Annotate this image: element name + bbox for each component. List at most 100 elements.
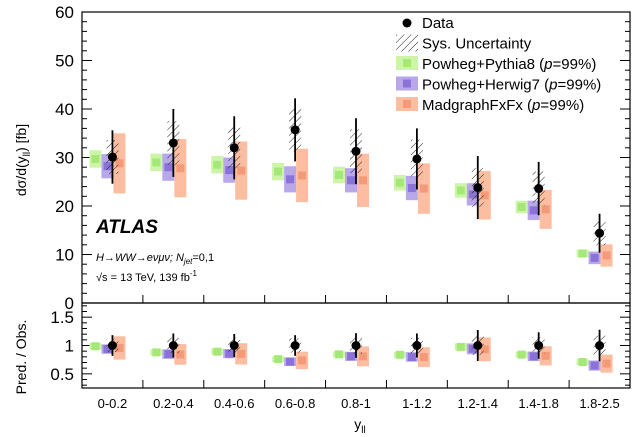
ratio-marker [359,352,367,361]
prediction-marker [456,186,465,195]
y-tick-label: 50 [55,52,74,71]
prediction-marker [176,164,185,173]
ratio-data-point [534,341,544,350]
x-tick-label: 0.4-0.6 [214,396,254,411]
ratio-data-point [107,341,117,350]
x-tick-label: 0-0.2 [98,396,128,411]
ratio-marker [541,351,550,360]
prediction-marker [359,176,367,185]
legend-sys-label: Sys. Uncertainty [422,36,532,53]
ratio-data-point [168,341,178,350]
y-tick-label: 60 [55,3,74,22]
energy-label: √s = 13 TeV, 139 fb-1 [96,269,197,284]
legend-swatch-marker [403,100,411,108]
x-tick-label: 0.6-0.8 [275,396,315,411]
ratio-marker [225,349,234,358]
prediction-marker [91,154,100,163]
legend-series-label: MadgraphFxFx (p=99%) [422,97,584,114]
prediction-marker [407,184,416,193]
ratio-marker [91,342,100,351]
prediction-marker [335,170,343,179]
prediction-marker [115,159,124,168]
ratio-data-point [290,341,300,350]
legend-swatch-marker [403,59,411,67]
prediction-marker [578,249,587,258]
legend: Data Sys. Uncertainty Powheg+Pythia8 (p=99… [396,15,601,114]
x-tick-label: 1-1.2 [402,396,432,411]
y-tick-label: 30 [55,149,74,168]
prediction-marker [213,160,222,169]
ratio-marker [602,359,611,368]
data-point [412,154,422,164]
ratio-marker [456,342,465,351]
prediction-marker [274,167,283,176]
ratio-data-point [351,341,361,350]
ratio-marker [274,355,283,364]
prediction-marker [517,202,526,211]
experiment-label: ATLAS [95,217,158,238]
ratio-marker [298,356,307,365]
prediction-marker [529,206,538,215]
ratio-data-point [229,341,239,350]
prediction-marker [347,176,355,185]
ratio-marker [347,352,355,361]
data-point [168,138,178,148]
legend-data-label: Data [422,15,454,32]
ratio-marker [419,353,428,362]
prediction-marker [164,163,173,172]
ratio-marker [152,348,161,357]
ratio-y-axis-label: Pred. / Obs. [13,320,29,395]
data-point [595,228,605,238]
ratio-marker [590,361,599,370]
legend-data-marker [402,18,412,28]
prediction-marker [602,251,611,260]
prediction-marker [395,178,404,187]
data-point [351,146,361,156]
prediction-marker [480,191,489,200]
y-axis-label: dσ/d(yll) [fb] [13,124,33,196]
y-tick-label: 10 [55,246,74,265]
ratio-marker [115,343,124,352]
legend-series-label: Powheg+Pythia8 (p=99%) [422,56,596,73]
process-label: H→WW→eνμν; Njet=0,1 [96,252,214,266]
legend-series-label: Powheg+Herwig7 (p=99%) [422,77,601,94]
ratio-marker [164,350,173,359]
x-tick-label: 1.4-1.8 [518,396,558,411]
ratio-data-point [412,341,422,350]
ratio-marker [480,345,489,354]
data-point [473,183,483,193]
prediction-marker [225,166,234,175]
y-tick-label: 40 [55,100,74,119]
x-tick-label: 0.2-0.4 [153,396,193,411]
ratio-marker [529,352,538,361]
data-point [534,184,544,194]
ratio-data-point [595,341,605,350]
y-tick-label: 0 [65,294,74,313]
prediction-marker [286,175,295,184]
legend-sys-swatch [396,34,418,52]
x-tick-label: 0.8-1 [341,396,371,411]
legend-swatch-marker [403,79,411,88]
ratio-marker [517,350,526,359]
ratio-marker [237,349,246,358]
prediction-marker [590,253,599,262]
ratio-data-point [473,341,483,350]
x-tick-label: 1.8-2.5 [579,396,619,411]
ratio-marker [407,352,416,361]
prediction-marker [237,166,246,175]
data-point [229,143,239,153]
ratio-marker [335,350,343,359]
ratio-tick-label: 1 [65,337,74,356]
ratio-marker [395,350,404,359]
ratio-marker [578,358,587,367]
data-point [290,125,300,135]
prediction-marker [541,205,550,214]
ratio-tick-label: 1.5 [50,308,74,327]
x-tick-label: 1.2-1.4 [458,396,498,411]
y-tick-label: 20 [55,197,74,216]
ratio-marker [213,347,222,356]
prediction-marker [419,184,428,193]
ratio-marker [176,350,185,359]
x-axis-label: yll [354,416,365,436]
